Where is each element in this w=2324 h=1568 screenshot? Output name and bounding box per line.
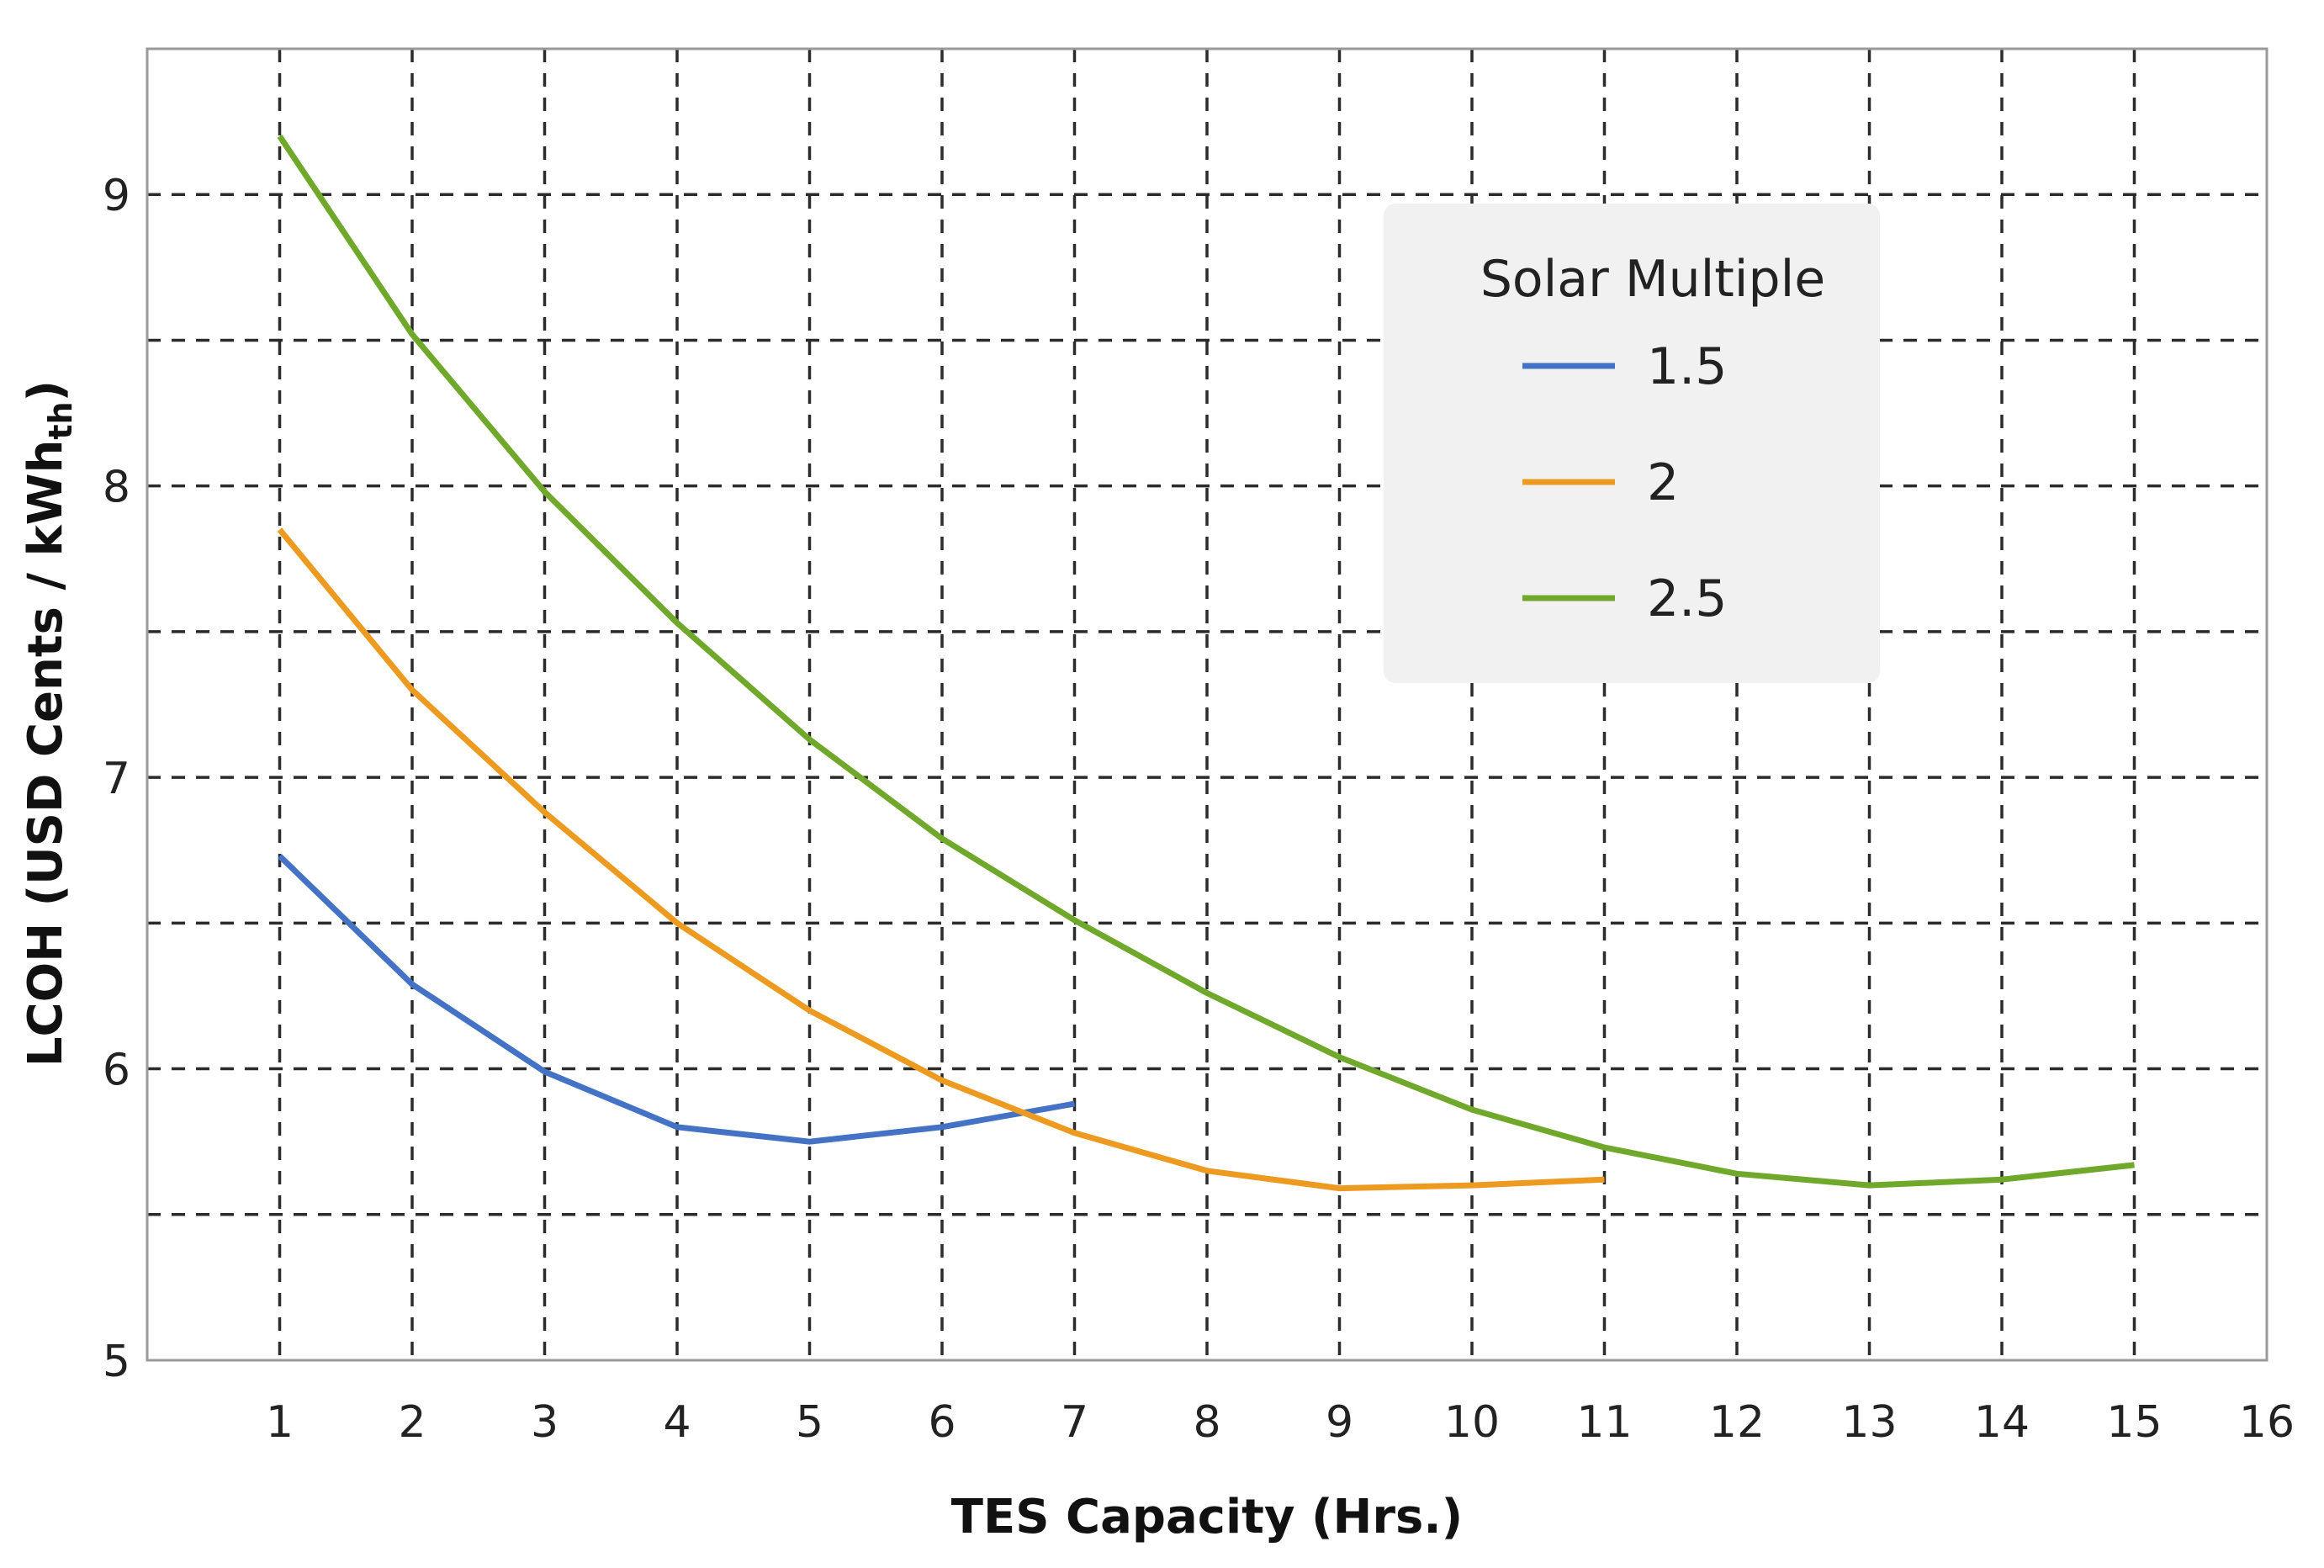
y-tick-label-7: 7 — [103, 754, 130, 804]
series-2 — [277, 527, 1605, 1192]
series-line-2 — [277, 527, 1605, 1192]
y-tick-label-9: 9 — [103, 171, 130, 221]
x-tick-label-14: 14 — [1974, 1397, 2030, 1448]
legend: Solar Multiple 1.5 2 2.5 — [1384, 204, 1880, 683]
y-axis-title-close: ) — [19, 380, 73, 402]
x-tick-label-9: 9 — [1326, 1397, 1353, 1448]
y-axis-title: LCOH (USD Cents / kWhth) — [19, 380, 79, 1067]
grid — [147, 49, 2267, 1360]
x-tick-label-7: 7 — [1061, 1397, 1088, 1448]
legend-label-2.5: 2.5 — [1647, 569, 1727, 628]
x-tick-label-10: 10 — [1444, 1397, 1500, 1448]
legend-box — [1384, 204, 1880, 683]
series-2.5 — [277, 134, 2135, 1189]
x-tick-label-13: 13 — [1841, 1397, 1897, 1448]
y-axis-title-main: LCOH (USD Cents / kWh — [19, 440, 73, 1067]
legend-label-1.5: 1.5 — [1647, 337, 1727, 396]
legend-label-2: 2 — [1647, 453, 1679, 512]
series-line-1.5 — [278, 854, 1076, 1145]
x-tick-label-5: 5 — [796, 1397, 823, 1448]
x-tick-label-3: 3 — [531, 1397, 559, 1448]
x-tick-label-15: 15 — [2106, 1397, 2162, 1448]
x-tick-label-4: 4 — [663, 1397, 691, 1448]
x-tick-label-16: 16 — [2239, 1397, 2295, 1448]
x-tick-label-1: 1 — [266, 1397, 294, 1448]
legend-items: 1.5 2 2.5 — [1522, 337, 1727, 628]
series-lines — [277, 134, 2135, 1192]
y-axis-ticks: 5 6 7 8 9 — [103, 171, 130, 1387]
series-1.5 — [278, 854, 1076, 1145]
x-axis-ticks: 1 2 3 4 5 6 7 8 9 10 11 12 13 14 15 16 — [266, 1397, 2295, 1448]
x-tick-label-8: 8 — [1193, 1397, 1220, 1448]
x-tick-label-11: 11 — [1576, 1397, 1632, 1448]
x-tick-label-6: 6 — [928, 1397, 956, 1448]
y-axis-title-subscript: th — [42, 401, 79, 439]
x-axis-title: TES Capacity (Hrs.) — [951, 1490, 1463, 1544]
y-tick-label-6: 6 — [103, 1046, 130, 1096]
legend-item-2.5: 2.5 — [1522, 569, 1727, 628]
plot-frame — [146, 47, 2268, 1362]
legend-title: Solar Multiple — [1480, 250, 1825, 309]
y-tick-label-8: 8 — [103, 463, 130, 513]
y-tick-label-5: 5 — [103, 1337, 130, 1387]
legend-item-1.5: 1.5 — [1522, 337, 1727, 396]
legend-item-2: 2 — [1522, 453, 1679, 512]
series-line-2.5 — [277, 134, 2135, 1189]
x-tick-label-12: 12 — [1709, 1397, 1765, 1448]
x-tick-label-2: 2 — [398, 1397, 426, 1448]
